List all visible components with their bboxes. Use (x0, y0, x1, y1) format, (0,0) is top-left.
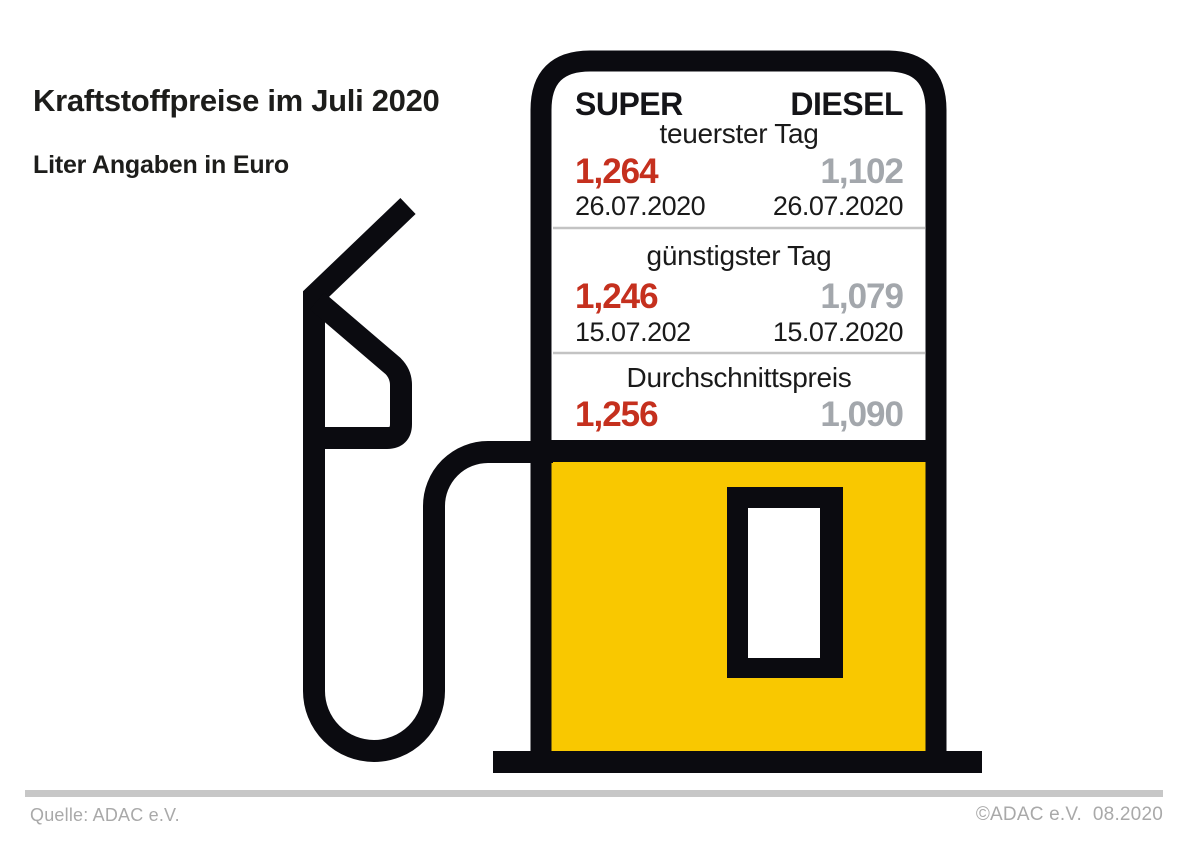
column-header-super: SUPER (575, 86, 683, 122)
price-row-cheapest: 1,246 1,079 (553, 279, 925, 314)
date-row-most-expensive: 26.07.2020 26.07.2020 (553, 193, 925, 220)
copyright-note: ©ADAC e.V. 08.2020 (975, 804, 1163, 825)
pump-price-display: SUPER DIESEL teuerster Tag 1,264 1,102 2… (553, 73, 925, 440)
display-header-row: SUPER DIESEL (553, 88, 925, 120)
fuel-hose (303, 198, 553, 762)
source-note: Quelle: ADAC e.V. (30, 805, 180, 825)
super-price-cheapest: 1,246 (575, 277, 659, 316)
diesel-price-cheapest: 1,079 (820, 277, 904, 316)
fuel-nozzle-icon (309, 292, 412, 449)
page-title: Kraftstoffpreise im Juli 2020 (33, 83, 440, 118)
super-price-average: 1,256 (575, 395, 659, 434)
section-label-cheapest-day: günstigster Tag (646, 240, 832, 271)
price-row-most-expensive: 1,264 1,102 (553, 154, 925, 189)
super-date-cheapest: 15.07.202 (575, 317, 691, 347)
diesel-date-most-expensive: 26.07.2020 (772, 191, 904, 221)
price-row-average: 1,256 1,090 (553, 397, 925, 432)
pump-base (493, 751, 982, 773)
section-label-most-expensive-day: teuerster Tag (659, 118, 819, 149)
nozzle-slot (748, 508, 820, 658)
diesel-price-most-expensive: 1,102 (820, 152, 904, 191)
section-label-average-price: Durchschnittspreis (626, 362, 852, 393)
super-price-most-expensive: 1,264 (575, 152, 659, 191)
footer-divider (25, 790, 1163, 797)
title-block: Kraftstoffpreise im Juli 2020 Liter Anga… (33, 83, 440, 180)
pump-body-outline (530, 50, 947, 752)
diesel-date-cheapest: 15.07.2020 (772, 317, 904, 347)
column-header-diesel: DIESEL (790, 86, 903, 122)
diesel-price-average: 1,090 (820, 395, 904, 434)
super-date-most-expensive: 26.07.2020 (575, 191, 706, 221)
page-subtitle: Liter Angaben in Euro (33, 151, 289, 180)
date-row-cheapest: 15.07.202 15.07.2020 (553, 319, 925, 346)
